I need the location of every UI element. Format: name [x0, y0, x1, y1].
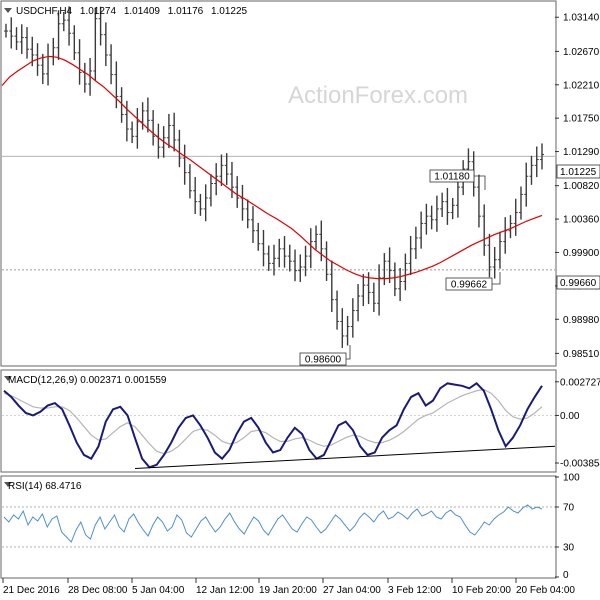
macd-tick-label: 0.00	[560, 411, 580, 422]
collapse-triangle-icon[interactable]	[4, 482, 12, 487]
symbol-label: USDCHF,H4	[16, 6, 73, 17]
rsi-tick-label: 30	[563, 543, 575, 554]
price-tick-label: 1.00360	[563, 215, 600, 226]
price-tick-label: 1.02670	[563, 47, 600, 58]
price-tick-label: 1.01290	[563, 147, 600, 158]
rsi-panel-frame	[0, 475, 557, 579]
price-bars	[4, 6, 544, 348]
rsi-tick-label: 0	[563, 570, 569, 581]
time-tick-label: 27 Jan 04:00	[323, 585, 381, 596]
annotation-high-label: 1.01180	[434, 172, 470, 183]
time-tick-label: 3 Feb 12:00	[388, 585, 442, 596]
rsi-label: RSI(14) 68.4716	[8, 481, 82, 492]
macd-tick-label: 0.002727	[560, 377, 600, 388]
collapse-triangle-icon[interactable]	[4, 8, 12, 13]
macd-panel-frame	[0, 369, 557, 473]
macd-line	[3, 382, 543, 469]
rsi-tick-label: 100	[563, 473, 580, 484]
macd-label: MACD(12,26,9) 0.002371 0.001559	[8, 375, 167, 386]
price-tick-label: 0.98510	[563, 349, 600, 360]
level-price-label: 0.99660	[560, 278, 597, 289]
price-header: USDCHF,H4 1.01274 1.01409 1.01176 1.0122…	[4, 6, 248, 17]
annotation-high: 1.01180	[429, 169, 486, 190]
macd-trendline	[134, 445, 556, 470]
macd-tick-label: -0.003854	[560, 459, 600, 470]
time-axis: 21 Dec 2016 28 Dec 08:00 5 Jan 04:00 12 Jan…	[2, 578, 575, 596]
watermark: ActionForex.com	[288, 82, 468, 109]
moving-average-line	[1, 55, 543, 280]
macd-axis: 0.002727 0.00 -0.003854	[555, 377, 600, 470]
time-tick-label: 21 Dec 2016	[3, 585, 60, 596]
price-tick-label: 0.98980	[563, 315, 600, 326]
current-price-label: 1.01225	[560, 167, 597, 178]
price-axis: 1.03140 1.02670 1.02210 1.01750 1.01290 1.008…	[555, 13, 600, 360]
price-tick-label: 1.02210	[563, 80, 600, 91]
annotation-mid-label: 0.99662	[451, 280, 488, 291]
time-tick-label: 20 Feb 04:00	[516, 585, 575, 596]
moving-average	[1, 55, 543, 280]
rsi-header: RSI(14) 68.4716	[4, 481, 82, 492]
price-tick-label: 1.03140	[563, 13, 600, 24]
price-tick-label: 1.01750	[563, 114, 600, 125]
annotation-low-right: 0.99662	[445, 272, 501, 291]
annotation-low-label: 0.98600	[305, 355, 342, 366]
macd-header: MACD(12,26,9) 0.002371 0.001559	[4, 375, 167, 386]
macd-signal-line	[3, 388, 543, 455]
rsi-layer	[2, 504, 555, 548]
price-tick-label: 1.00820	[563, 181, 600, 192]
high-value: 1.01409	[124, 6, 161, 17]
collapse-triangle-icon[interactable]	[4, 376, 12, 381]
level-price-tag: 0.99660	[556, 275, 600, 290]
price-panel-frame	[0, 0, 557, 367]
macd-layer	[2, 382, 556, 470]
low-value: 1.01176	[168, 6, 204, 17]
current-price-tag: 1.01225	[556, 164, 600, 179]
price-tick-label: 0.99900	[563, 248, 600, 259]
svg-text:USDCHF,H4 1.01274: USDCHF,H4 1.01274 1.01409 1.01176 1.0122…	[16, 6, 248, 17]
open-value: 1.01274	[80, 6, 117, 17]
time-tick-label: 12 Jan 12:00	[196, 585, 254, 596]
price-grid	[2, 155, 555, 271]
time-tick-label: 5 Jan 04:00	[132, 585, 185, 596]
close-value: 1.01225	[211, 6, 248, 17]
annotation-low: 0.98600	[299, 345, 351, 366]
time-tick-label: 10 Feb 20:00	[452, 585, 511, 596]
time-tick-label: 19 Jan 20:00	[259, 585, 317, 596]
rsi-line	[3, 504, 543, 543]
rsi-tick-label: 70	[563, 503, 575, 514]
time-tick-label: 28 Dec 08:00	[68, 585, 128, 596]
rsi-axis: 100 70 30 0	[555, 473, 580, 581]
